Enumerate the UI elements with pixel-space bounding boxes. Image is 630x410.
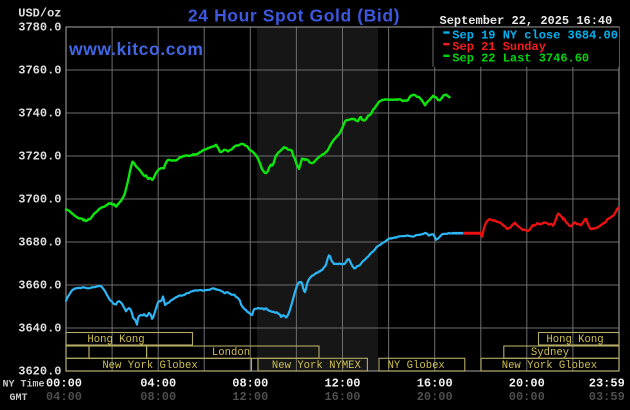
svg-text:GMT: GMT <box>10 393 28 404</box>
svg-text:London: London <box>212 347 250 359</box>
svg-text:00:00: 00:00 <box>46 377 82 391</box>
svg-text:12:00: 12:00 <box>232 390 268 404</box>
svg-text:NY Time: NY Time <box>3 379 45 391</box>
svg-text:16:00: 16:00 <box>417 377 453 391</box>
svg-text:24 Hour Spot Gold (Bid): 24 Hour Spot Gold (Bid) <box>188 6 400 26</box>
svg-text:23:59: 23:59 <box>589 377 625 391</box>
svg-text:20:00: 20:00 <box>509 377 545 391</box>
svg-text:Sep 21 Sunday: Sep 21 Sunday <box>452 40 546 54</box>
svg-text:08:00: 08:00 <box>140 390 176 404</box>
svg-text:3720.0: 3720.0 <box>18 150 61 164</box>
svg-text:www.kitco.com: www.kitco.com <box>68 39 204 59</box>
svg-text:Sep 19 NY close 3684.00: Sep 19 NY close 3684.00 <box>452 28 618 42</box>
svg-text:New York Globex: New York Globex <box>102 360 197 372</box>
svg-text:New York Globex: New York Globex <box>502 360 597 372</box>
svg-text:USD/oz: USD/oz <box>18 7 61 21</box>
svg-text:Hong Kong: Hong Kong <box>546 334 603 346</box>
svg-text:Hong Kong: Hong Kong <box>87 334 144 346</box>
svg-text:12:00: 12:00 <box>324 377 360 391</box>
svg-text:3640.0: 3640.0 <box>18 322 61 336</box>
svg-text:04:00: 04:00 <box>140 377 176 391</box>
svg-text:Sydney: Sydney <box>531 347 569 359</box>
svg-text:September 22, 2025 16:40: September 22, 2025 16:40 <box>440 14 613 28</box>
svg-text:NY Globex: NY Globex <box>388 360 445 372</box>
svg-text:08:00: 08:00 <box>232 377 268 391</box>
svg-text:16:00: 16:00 <box>324 390 360 404</box>
svg-text:20:00: 20:00 <box>417 390 453 404</box>
svg-text:3660.0: 3660.0 <box>18 279 61 293</box>
svg-text:New York NYMEX: New York NYMEX <box>272 360 362 372</box>
svg-text:Sep 22 Last 3746.60: Sep 22 Last 3746.60 <box>452 52 589 66</box>
svg-text:03:59: 03:59 <box>589 390 625 404</box>
svg-text:3740.0: 3740.0 <box>18 107 61 121</box>
svg-text:3700.0: 3700.0 <box>18 193 61 207</box>
svg-text:3760.0: 3760.0 <box>18 64 61 78</box>
svg-text:04:00: 04:00 <box>46 390 82 404</box>
svg-text:3780.0: 3780.0 <box>18 21 61 35</box>
svg-text:3620.0: 3620.0 <box>18 365 61 379</box>
svg-text:00:00: 00:00 <box>509 390 545 404</box>
svg-text:3680.0: 3680.0 <box>18 236 61 250</box>
